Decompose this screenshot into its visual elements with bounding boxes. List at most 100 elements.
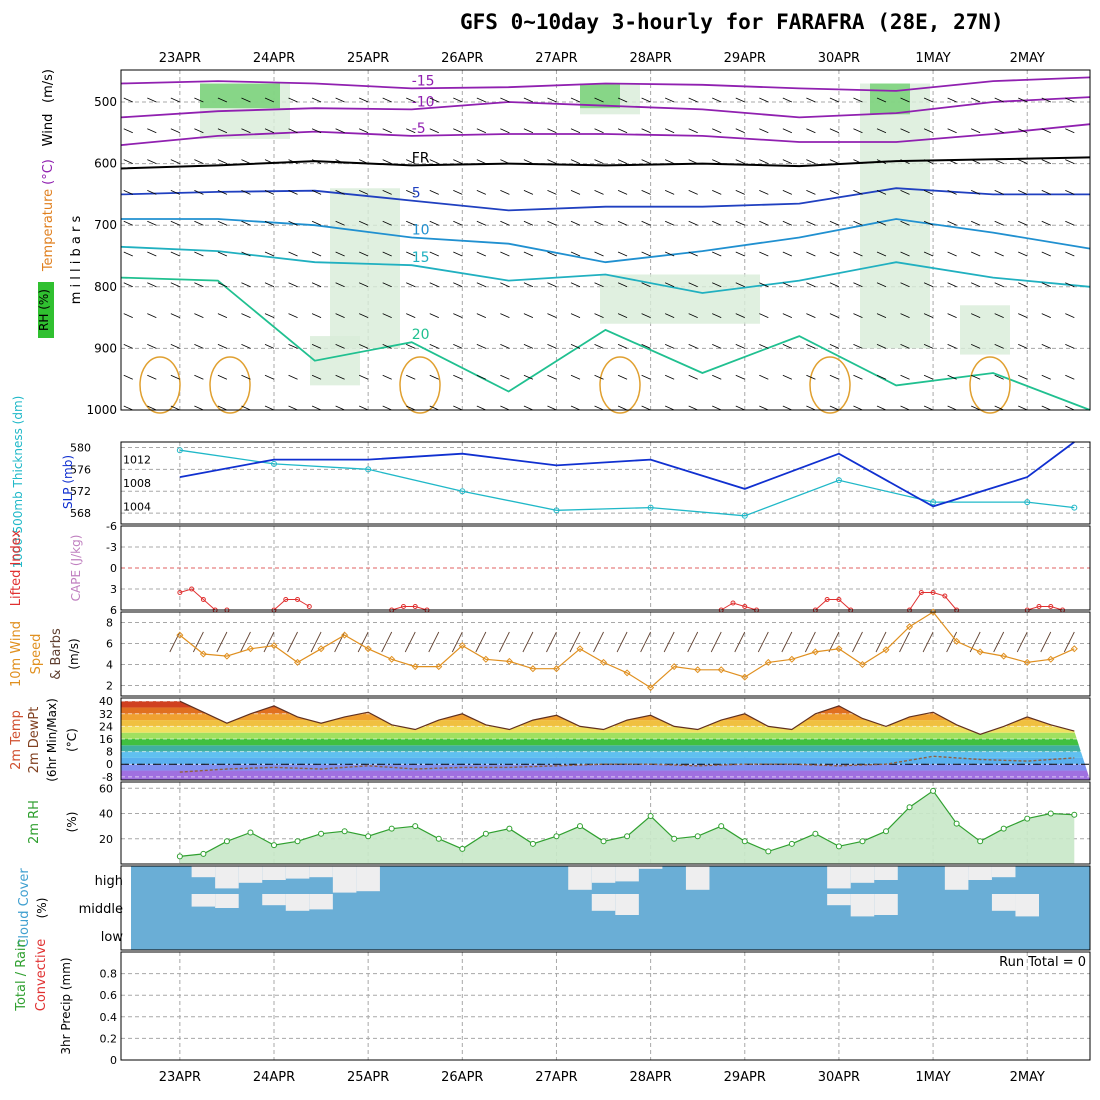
wind-barb xyxy=(946,631,958,653)
upper-wind-barb xyxy=(523,251,534,257)
cloud-cell-high xyxy=(309,866,333,878)
upper-wind-barb xyxy=(147,405,157,411)
upper-wind-barb xyxy=(1041,190,1051,195)
upper-wind-barb xyxy=(288,405,298,411)
upper-wind-barb xyxy=(406,97,416,103)
upper-wind-barb xyxy=(1018,220,1028,226)
upper-wind-barb xyxy=(806,128,816,134)
upper-wind-barb xyxy=(759,97,769,103)
upper-wind-barb xyxy=(1065,313,1075,318)
upper-wind-barb xyxy=(335,374,345,380)
upper-wind-barb xyxy=(311,344,322,349)
upper-wind-barb xyxy=(923,251,934,257)
upper-wind-barb xyxy=(170,159,181,164)
upper-wind-barb xyxy=(664,220,675,226)
upper-wind-barb xyxy=(429,282,439,288)
upper-wind-barb xyxy=(241,344,251,349)
wind-speed-marker xyxy=(788,655,796,663)
upper-wind-barb xyxy=(900,190,910,195)
wind-barb xyxy=(710,631,722,653)
upper-wind-barb xyxy=(1041,251,1051,257)
rh-marker xyxy=(906,804,913,811)
upper-wind-barb xyxy=(829,405,840,411)
upper-wind-barb xyxy=(547,190,557,195)
upper-wind-barb xyxy=(500,374,510,380)
upper-wind-barb xyxy=(217,313,228,318)
upper-wind-barb xyxy=(429,190,439,195)
upper-wind-barb xyxy=(829,374,840,380)
lifted-index-line xyxy=(720,602,757,611)
bottom-date-label: 26APR xyxy=(441,1070,483,1085)
upper-wind-barb xyxy=(547,97,557,103)
upper-wind-barb xyxy=(1018,405,1028,411)
upper-wind-barb xyxy=(900,251,910,257)
rh-marker xyxy=(506,825,513,832)
legend-total-rain: Total / Rain xyxy=(14,939,29,1012)
upper-wind-barb xyxy=(712,159,722,164)
upper-wind-barb xyxy=(382,97,392,103)
upper-wind-barb xyxy=(429,344,439,349)
upper-wind-barb xyxy=(806,282,816,288)
upper-wind-barb xyxy=(194,374,204,380)
cloud-cell-high xyxy=(944,866,969,890)
upper-wind-barb xyxy=(970,405,981,411)
isotherm-label: 15 xyxy=(412,250,430,266)
bottom-date-label: 2MAY xyxy=(1010,1070,1045,1085)
upper-wind-barb xyxy=(876,220,887,226)
wind-barb xyxy=(357,631,369,653)
wind-barb xyxy=(569,631,581,653)
ylabel-cloud: Cloud Cover xyxy=(17,868,32,948)
upper-wind-barb xyxy=(194,344,204,349)
upper-wind-barb xyxy=(358,128,369,134)
upper-wind-barb xyxy=(429,251,439,257)
upper-wind-barb xyxy=(358,374,369,380)
upper-wind-barb xyxy=(735,344,745,349)
rh-tick-label: 60 xyxy=(99,782,113,795)
cloud-cell-high xyxy=(685,866,710,890)
upper-wind-barb xyxy=(594,282,604,288)
upper-wind-barb xyxy=(970,344,981,349)
top-date-label: 26APR xyxy=(441,51,483,66)
upper-wind-barb xyxy=(217,282,228,288)
cloud-cell-high xyxy=(356,866,380,892)
wind-speed-marker xyxy=(929,608,937,616)
upper-wind-barb xyxy=(335,220,345,226)
wind-barb xyxy=(381,631,393,653)
upper-wind-barb xyxy=(382,251,392,257)
upper-wind-barb xyxy=(358,220,369,226)
upper-wind-barb xyxy=(829,159,840,164)
wind-speed-marker xyxy=(435,663,443,671)
upper-wind-barb xyxy=(406,282,416,288)
wind-barb xyxy=(757,631,769,653)
rh-marker xyxy=(718,823,725,830)
upper-wind-barb xyxy=(358,405,369,411)
wind-barb xyxy=(852,631,863,653)
upper-wind-barb xyxy=(523,97,534,103)
ylabel-cape: CAPE (J/kg) xyxy=(69,535,83,602)
rh-marker xyxy=(788,840,795,847)
rh-marker xyxy=(294,838,301,845)
thickness-marker xyxy=(271,460,277,467)
temp-color-band xyxy=(121,764,1090,771)
temp-tick-label: -8 xyxy=(102,771,113,784)
top-date-label: 23APR xyxy=(159,51,201,66)
upper-wind-barb xyxy=(970,282,981,288)
upper-wind-barb xyxy=(876,159,887,164)
cloud-cell-high xyxy=(332,866,357,893)
upper-wind-barb xyxy=(594,313,604,318)
lifted-index-line xyxy=(1027,606,1063,611)
warm-contour xyxy=(209,356,251,414)
rh-marker xyxy=(694,833,701,840)
upper-wind-barb xyxy=(288,282,298,288)
wind-speed-marker xyxy=(835,645,843,653)
upper-wind-barb xyxy=(994,251,1004,257)
ylabel-temperature-unit: (°C) xyxy=(41,159,56,185)
wind-speed-marker xyxy=(270,642,278,650)
upper-wind-barb xyxy=(947,313,957,318)
upper-wind-barb xyxy=(664,313,675,318)
upper-wind-barb xyxy=(170,405,181,411)
temp-tick-label: 40 xyxy=(99,695,113,708)
upper-wind-barb xyxy=(994,313,1004,318)
upper-wind-barb xyxy=(853,220,863,226)
wind-speed-marker xyxy=(600,658,608,666)
